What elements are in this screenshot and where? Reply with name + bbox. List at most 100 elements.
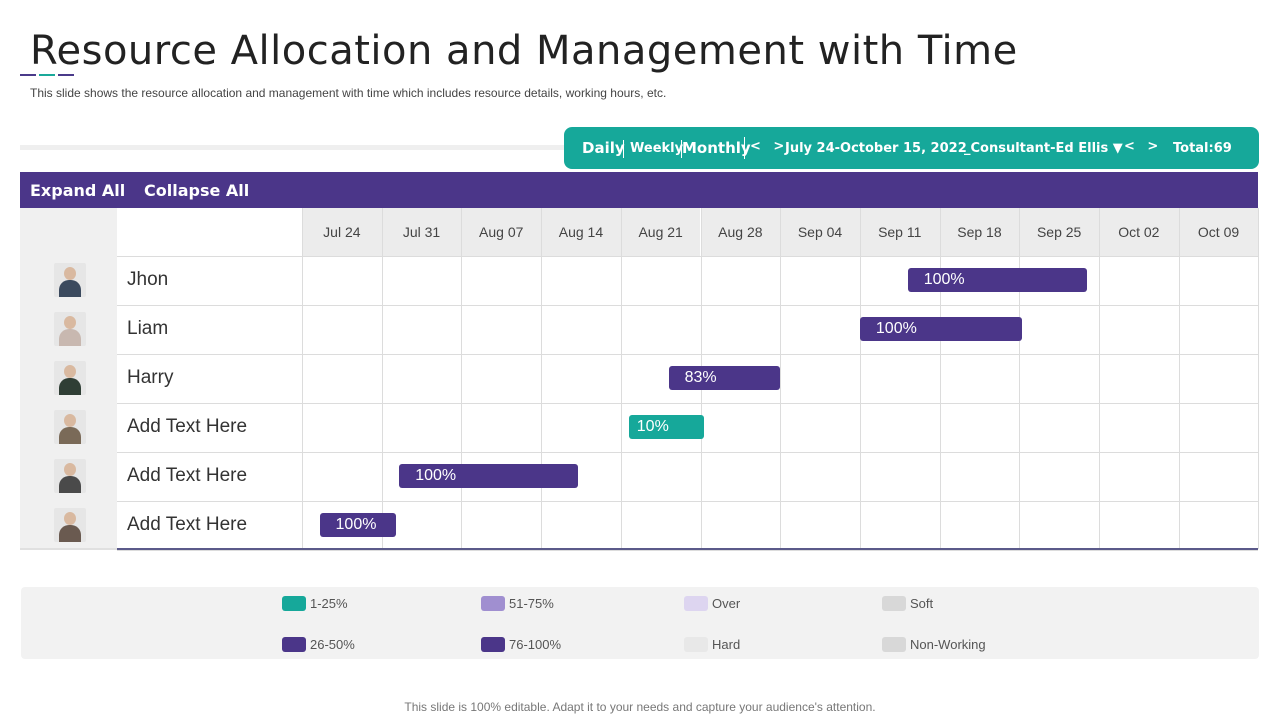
- grid-bottom-border: [20, 548, 117, 550]
- avatar-body: [59, 476, 81, 493]
- legend-item: Hard: [684, 637, 740, 652]
- grid-line: [117, 501, 1258, 502]
- grid-line: [780, 208, 782, 549]
- legend-item: Non-Working: [882, 637, 986, 652]
- avatar-body: [59, 329, 81, 346]
- grid-line: [1099, 208, 1100, 549]
- legend-swatch: [481, 596, 505, 611]
- date-header: Aug 14: [541, 208, 621, 256]
- resource-name: Add Text Here: [127, 514, 248, 535]
- toolbar-separator: [681, 140, 682, 158]
- consultant-dropdown[interactable]: _Consultant-Ed Ellis ▼: [964, 141, 1123, 156]
- expand-all-button[interactable]: Expand All: [30, 181, 126, 200]
- legend-label: 76-100%: [509, 637, 562, 652]
- grid-line: [117, 452, 1258, 453]
- total-label: Total:69: [1173, 141, 1232, 156]
- legend-swatch: [282, 637, 306, 652]
- date-header: Oct 02: [1099, 208, 1179, 256]
- collapse-all-button[interactable]: Collapse All: [144, 181, 250, 200]
- allocation-bar[interactable]: 100%: [319, 513, 397, 537]
- monthly-view-button[interactable]: Monthly: [682, 139, 751, 157]
- resource-name: Liam: [127, 318, 169, 339]
- date-header: Sep 25: [1019, 208, 1099, 256]
- avatar-body: [59, 378, 81, 395]
- legend-item: 26-50%: [282, 637, 355, 652]
- grid-line: [302, 208, 303, 549]
- allocation-bar[interactable]: 83%: [668, 366, 781, 390]
- title-accent: [20, 74, 76, 76]
- resource-name: Add Text Here: [127, 465, 248, 486]
- allocation-bar[interactable]: 10%: [628, 415, 705, 439]
- resource-timeline-grid: Jul 24 Jul 31 Aug 07 Aug 14 Aug 21 Aug 28 Sep …: [117, 208, 1260, 551]
- allocation-bar[interactable]: 100%: [399, 464, 578, 488]
- avatar-body: [59, 427, 81, 444]
- grid-line: [1178, 208, 1180, 549]
- footer-note: This slide is 100% editable. Adapt it to…: [404, 700, 876, 714]
- grid-line: [461, 208, 463, 549]
- grid-line: [541, 208, 543, 549]
- date-header: Jul 31: [381, 208, 462, 256]
- avatar-head: [64, 316, 76, 329]
- grid-line: [117, 550, 1258, 551]
- avatar-head: [64, 463, 76, 476]
- date-header: Sep 18: [939, 208, 1020, 256]
- avatar-body: [59, 525, 81, 542]
- resource-name: Add Text Here: [127, 416, 248, 437]
- legend-item: 76-100%: [481, 637, 561, 652]
- legend-label: Soft: [910, 596, 934, 611]
- grid-line: [117, 354, 1258, 355]
- divider-bar: [20, 145, 580, 150]
- grid-line: [859, 208, 861, 549]
- legend-swatch: [882, 637, 906, 652]
- date-nav-arrows[interactable]: < >: [750, 139, 789, 154]
- allocation-bar[interactable]: 100%: [859, 317, 1022, 341]
- grid-bottom-border: [117, 548, 1258, 550]
- avatar: [54, 508, 86, 542]
- legend-swatch: [282, 596, 306, 611]
- legend-label: Over: [712, 596, 741, 611]
- daily-view-button[interactable]: Daily: [582, 139, 625, 157]
- grid-line: [1258, 208, 1260, 549]
- page-title: Resource Allocation and Management with …: [30, 28, 1018, 74]
- legend-swatch: [684, 596, 708, 611]
- legend-label: 26-50%: [310, 637, 355, 652]
- toolbar-separator: [744, 137, 745, 159]
- avatar: [54, 410, 86, 444]
- consultant-nav-arrows[interactable]: < >: [1124, 139, 1163, 154]
- avatar: [54, 361, 86, 395]
- view-toolbar: Daily Weekly Monthly < > July 24-October…: [564, 127, 1259, 169]
- date-header: Oct 09: [1178, 208, 1259, 256]
- grid-line: [117, 305, 1258, 306]
- date-header: Sep 04: [780, 208, 860, 256]
- legend-label: 51-75%: [509, 596, 554, 611]
- grid-line: [620, 208, 622, 549]
- weekly-view-button[interactable]: Weekly: [630, 141, 684, 156]
- grid-line: [1019, 208, 1021, 549]
- allocation-bar[interactable]: 100%: [907, 268, 1088, 292]
- legend-panel: 1-25% 26-50% 51-75% 76-100% Over Hard Soft Non-…: [21, 587, 1259, 659]
- legend-label: 1-25%: [310, 596, 348, 611]
- avatar-head: [64, 267, 76, 280]
- grid-line: [939, 208, 941, 549]
- date-header: Aug 07: [461, 208, 542, 256]
- legend-label: Hard: [712, 637, 741, 652]
- grid-line: [117, 256, 1258, 257]
- date-header: Aug 21: [620, 208, 701, 256]
- date-header: Aug 28: [700, 208, 781, 256]
- legend-item: Over: [684, 596, 740, 611]
- legend-item: 1-25%: [282, 596, 348, 611]
- legend-item: 51-75%: [481, 596, 554, 611]
- legend-label: Non-Working: [910, 637, 986, 652]
- grid-line: [381, 208, 383, 549]
- grid-line: [117, 403, 1258, 404]
- avatar-head: [64, 512, 76, 525]
- avatar-head: [64, 414, 76, 427]
- avatar-head: [64, 365, 76, 378]
- avatar-body: [59, 280, 81, 297]
- action-bar: Expand All Collapse All: [20, 172, 1258, 208]
- avatar-column: [20, 208, 117, 549]
- avatar: [54, 263, 86, 297]
- legend-item: Soft: [882, 596, 933, 611]
- resource-name: Jhon: [127, 269, 169, 290]
- date-header: Sep 11: [859, 208, 940, 256]
